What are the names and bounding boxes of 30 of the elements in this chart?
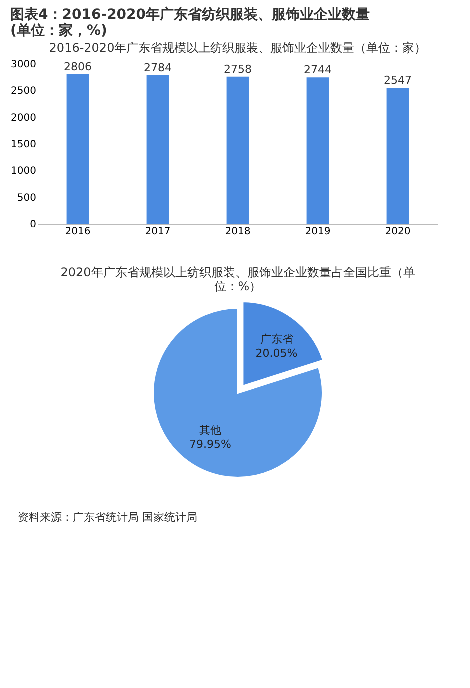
text: 资料来源：广东省统计局 国家统计局 [18,511,198,524]
data-label: 2547 [384,74,412,88]
y-tick-label: 0 [30,220,36,230]
x-tick-label: 2020 [385,226,411,238]
y-tick-label: 1500 [11,140,36,150]
data-label: 20.05% [256,346,298,360]
data-label: 2784 [144,62,172,75]
y-tick-label: 2500 [11,86,36,98]
chart-title: 2016-2020年广东省规模以上纺织服装、服饰业企业数量（单位：家） [49,41,427,55]
text: 图表4：2016-2020年广东省纺织服装、服饰业企业数量(单位：家，%) [10,6,370,39]
y-tick-label: 500 [17,192,36,204]
bar [386,88,410,224]
y-tick-label: 2000 [11,112,36,124]
y-tick-label: 3000 [11,60,36,70]
x-tick-label: 2016 [65,226,91,238]
data-label: 2758 [224,62,252,76]
bar [226,76,250,224]
x-tick-label: 2018 [225,226,251,238]
bar [146,76,170,224]
x-tick-label: 2019 [305,226,331,238]
x-tick-label: 2017 [145,226,171,238]
data-label: 2806 [64,60,92,74]
bar [66,74,90,224]
data-label: 79.95% [189,438,232,451]
y-tick-label: 1000 [11,166,36,178]
bar [306,78,330,224]
slice-label: 广东省 [260,332,294,346]
data-label: 2744 [304,64,332,77]
chart-title: 2020年广东省规模以上纺织服装、服饰业企业数量占全国比重（单位：%） [60,266,416,294]
slice-label: 其他 [199,424,222,437]
